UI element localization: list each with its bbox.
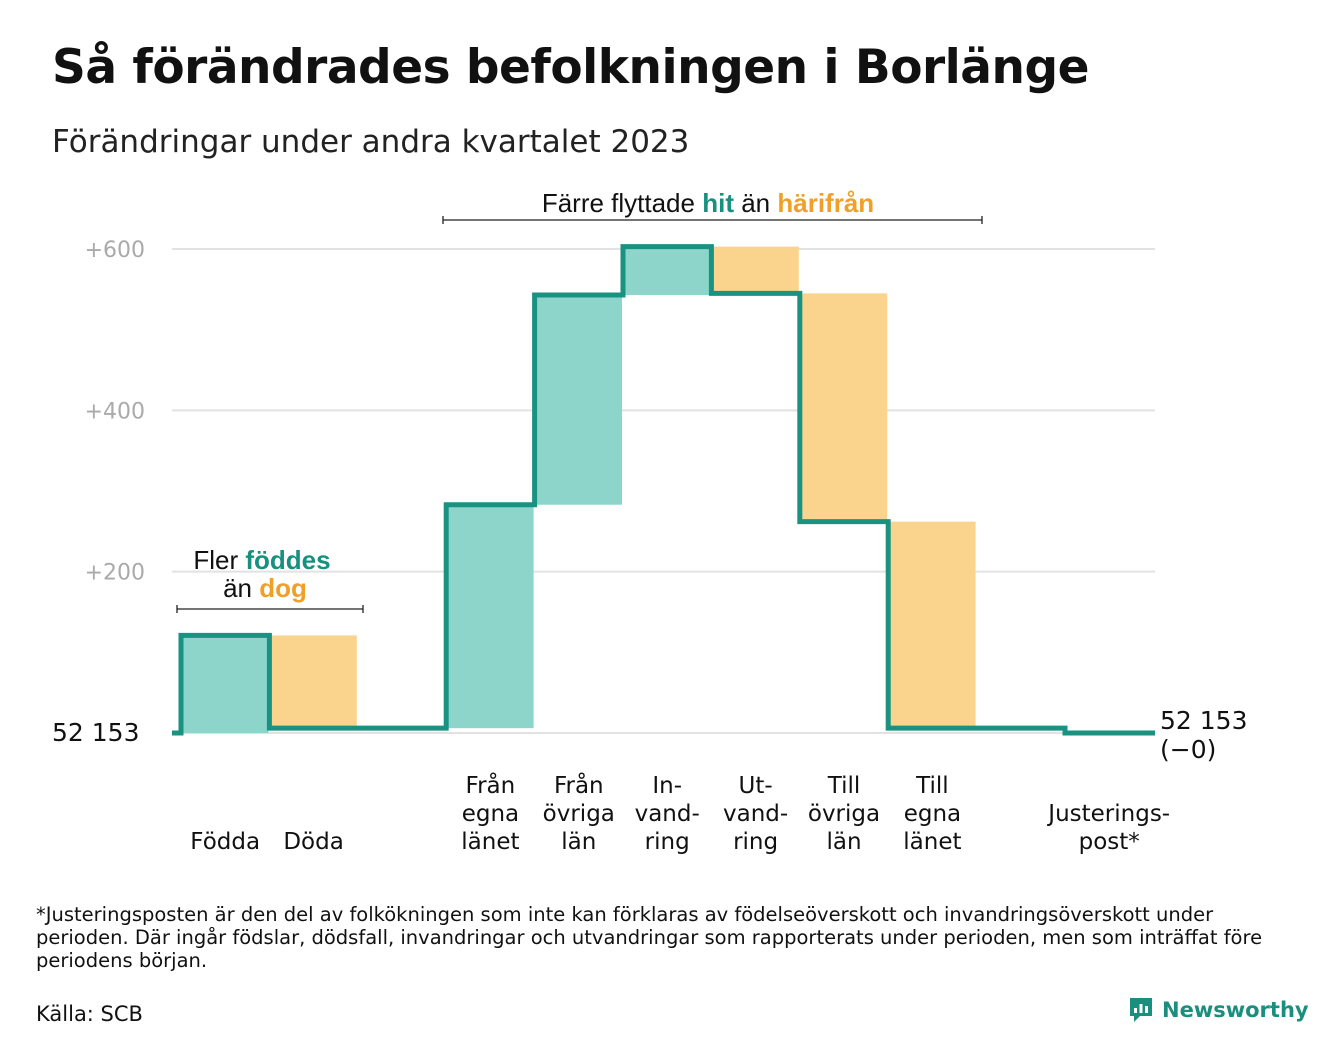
annotation-births-line1: Fler föddes <box>193 545 330 575</box>
end-change-label: (−0) <box>1160 735 1216 764</box>
waterfall-bar-7 <box>799 293 888 522</box>
waterfall-bar-8 <box>888 521 976 729</box>
waterfall-bar-3 <box>446 504 534 729</box>
waterfall-bar-4 <box>534 294 622 505</box>
x-category-label: ring <box>733 829 778 855</box>
y-tick-label: +600 <box>85 238 145 263</box>
newsworthy-logo-icon <box>1130 998 1152 1022</box>
x-category-label: vand- <box>723 801 788 827</box>
source-label: Källa: SCB <box>36 1002 143 1026</box>
x-category-label: Från <box>554 771 604 799</box>
x-category-label: län <box>561 829 596 855</box>
x-category-label: län <box>826 829 861 855</box>
x-category-label: Ut- <box>739 773 773 799</box>
cumulative-step-line <box>172 244 1155 736</box>
y-tick-label: +400 <box>85 399 145 424</box>
y-tick-label: +200 <box>85 561 145 586</box>
x-category-label: egna <box>904 801 961 827</box>
x-category-label: övriga <box>543 801 615 827</box>
x-category-label: länet <box>903 829 961 855</box>
x-category-label: ring <box>645 829 690 855</box>
brand-name: Newsworthy <box>1162 998 1309 1022</box>
annotation-births-bracket <box>176 605 364 613</box>
x-category-label: Till <box>827 773 861 799</box>
x-category-label: Döda <box>283 829 343 855</box>
x-category-label: övriga <box>808 801 880 827</box>
end-value-label: 52 153 <box>1160 706 1247 735</box>
chart-title: Så förändrades befolkningen i Borlänge <box>52 40 1090 95</box>
x-category-label: post* <box>1079 829 1140 855</box>
x-category-label: egna <box>462 801 519 827</box>
footnote: *Justeringsposten är den del av folkökni… <box>36 903 1263 972</box>
waterfall-bar-6 <box>711 246 799 294</box>
annotation-migration-bracket <box>442 216 983 224</box>
x-category-label: Från <box>466 771 516 799</box>
brand-logo: Newsworthy <box>1128 996 1309 1024</box>
annotation-births-line2: än dog <box>223 573 307 603</box>
start-value-label: 52 153 <box>52 718 139 747</box>
x-category-label: In- <box>652 773 682 799</box>
waterfall-bar-0 <box>181 635 269 733</box>
waterfall-bar-1 <box>269 635 357 729</box>
x-category-label: Till <box>915 773 949 799</box>
x-category-label: Födda <box>190 829 260 855</box>
chart-subtitle: Förändringar under andra kvartalet 2023 <box>52 124 690 160</box>
x-category-label: Justerings- <box>1046 801 1170 827</box>
x-category-label: vand- <box>635 801 700 827</box>
x-category-label: länet <box>461 829 519 855</box>
waterfall-bar-5 <box>623 246 711 295</box>
annotation-migration: Färre flyttade hit än härifrån <box>542 188 874 218</box>
